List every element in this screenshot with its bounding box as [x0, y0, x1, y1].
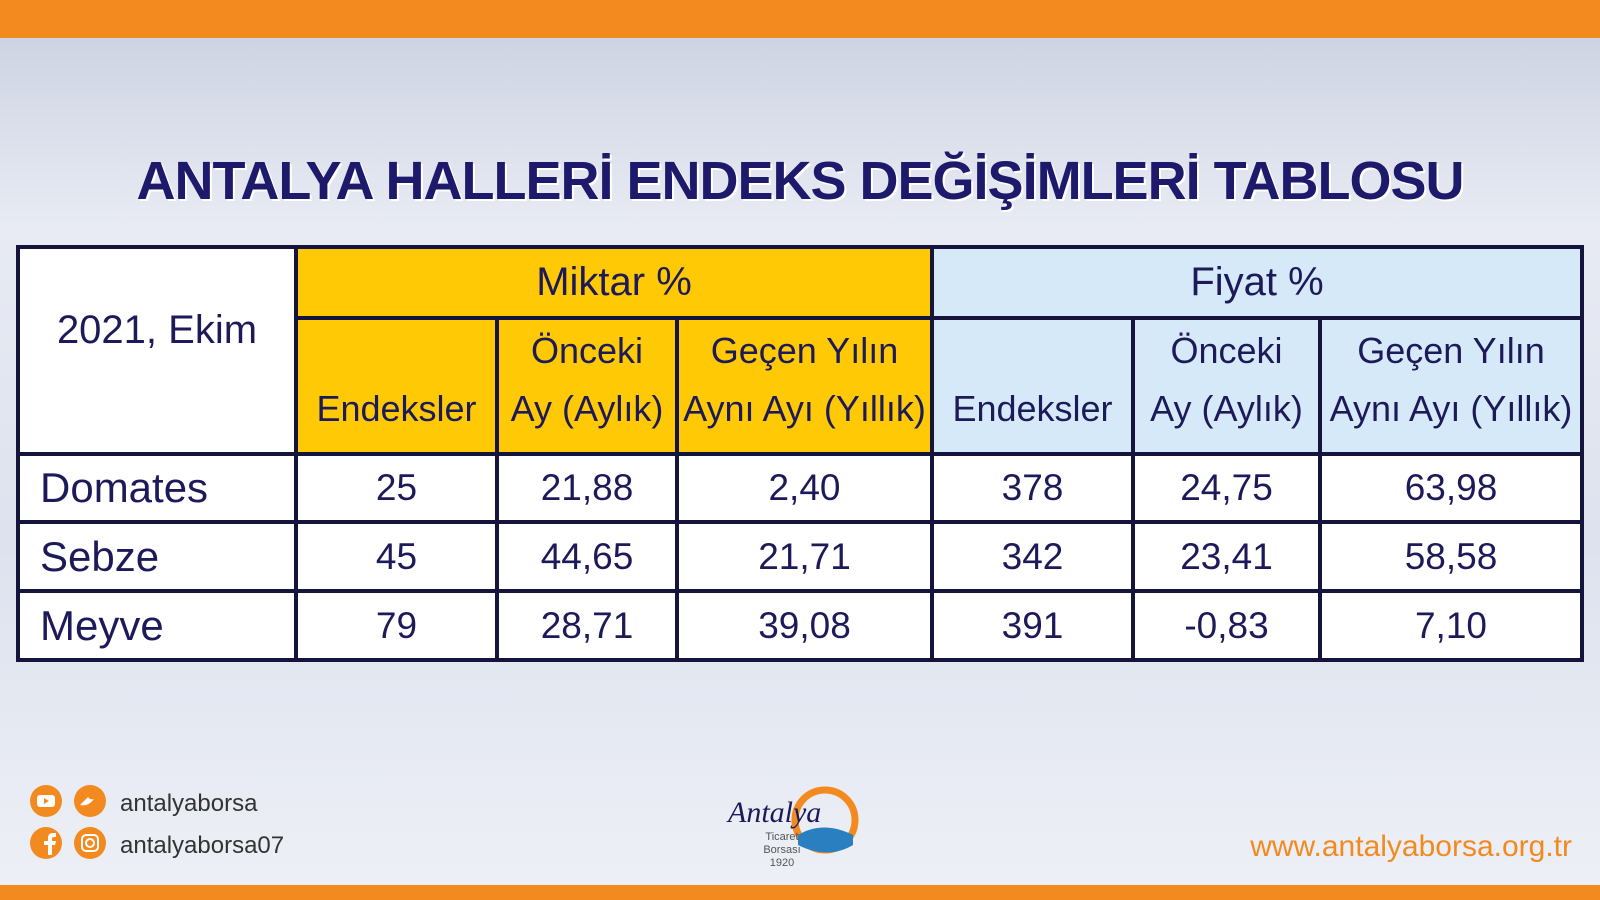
- value-cell: 25: [296, 454, 497, 522]
- logo-text: Ticaret: [765, 831, 798, 843]
- logo-text: Borsası: [763, 844, 800, 856]
- value: 45: [375, 535, 418, 577]
- logo-name: Antalya: [726, 796, 821, 829]
- value: 44,65: [540, 535, 634, 577]
- row-name: Sebze: [40, 532, 160, 580]
- value-cell: 7,10: [1320, 591, 1582, 660]
- value-cell: 63,98: [1320, 454, 1582, 522]
- value-cell: 2,40: [677, 454, 932, 522]
- value-cell: -0,83: [1133, 591, 1320, 660]
- column-header-line: Aynı Ayı (Yıllık): [683, 388, 926, 429]
- logo-text: 1920: [770, 857, 794, 869]
- value: 63,98: [1404, 467, 1498, 508]
- row-label: Sebze: [18, 522, 296, 591]
- value-cell: 28,71: [497, 591, 677, 660]
- value-cell: 391: [932, 591, 1133, 660]
- value: 28,71: [540, 604, 634, 646]
- column-header: Önceki Ay (Aylık): [497, 318, 677, 454]
- value: -0,83: [1184, 604, 1269, 646]
- row-label: Domates: [18, 454, 296, 522]
- column-header-line: Önceki: [530, 330, 644, 371]
- value: 39,08: [758, 604, 851, 646]
- title: ANTALYA HALLERİ ENDEKS DEĞİŞİMLERİ TABLO…: [136, 151, 1464, 211]
- group-title: Miktar %: [536, 260, 692, 304]
- value-cell: 21,88: [497, 454, 677, 522]
- value: 2,40: [768, 467, 841, 508]
- value-cell: 342: [932, 522, 1133, 591]
- value-cell: 79: [296, 591, 497, 660]
- column-header-line: Önceki: [1170, 330, 1283, 371]
- value: 21,71: [758, 535, 851, 577]
- value: 378: [1001, 467, 1064, 508]
- column-header-line: Geçen Yılın: [710, 330, 899, 371]
- value: 24,75: [1180, 467, 1273, 508]
- social-handle: antalyaborsa07: [120, 832, 285, 859]
- column-header: Geçen Yılın Aynı Ayı (Yıllık): [677, 318, 932, 454]
- top-bar: [0, 0, 1600, 38]
- social-handle: antalyaborsa: [120, 790, 258, 817]
- column-header-line: Ay (Aylık): [1150, 388, 1303, 429]
- value: 342: [1001, 535, 1064, 577]
- column-header-line: Endeksler: [952, 388, 1113, 429]
- row-name: Meyve: [40, 601, 164, 649]
- column-header: Endeksler: [296, 318, 497, 454]
- value-cell: 58,58: [1320, 522, 1582, 591]
- group-title: Fiyat %: [1190, 260, 1324, 304]
- value-cell: 21,71: [677, 522, 932, 591]
- row-label: Meyve: [18, 591, 296, 660]
- value: 391: [1001, 604, 1064, 646]
- column-header-line: Geçen Yılın: [1357, 330, 1545, 371]
- row-name: Domates: [40, 464, 209, 511]
- value: 21,88: [540, 467, 634, 508]
- value-cell: 378: [932, 454, 1133, 522]
- corner-label: 2021, Ekim: [56, 308, 258, 352]
- value-cell: 24,75: [1133, 454, 1320, 522]
- value: 79: [375, 604, 418, 646]
- value-cell: 39,08: [677, 591, 932, 660]
- value: 25: [375, 467, 418, 508]
- group-header: Fiyat %: [932, 247, 1582, 318]
- column-header: Endeksler: [932, 318, 1133, 454]
- column-header-line: Aynı Ayı (Yıllık): [1329, 388, 1573, 429]
- value-cell: 44,65: [497, 522, 677, 591]
- logo: Antalya Ticaret Borsası 1920: [726, 786, 859, 869]
- bottom-bar: [0, 885, 1600, 900]
- corner-cell: 2021, Ekim: [18, 247, 296, 454]
- value: 7,10: [1414, 604, 1487, 646]
- value-cell: 23,41: [1133, 522, 1320, 591]
- website: www.antalyaborsa.org.tr: [1250, 830, 1572, 863]
- social-icons: [30, 785, 106, 859]
- value: 23,41: [1180, 535, 1273, 577]
- column-header: Önceki Ay (Aylık): [1133, 318, 1320, 454]
- group-header: Miktar %: [296, 247, 932, 318]
- column-header-line: Ay (Aylık): [510, 388, 664, 429]
- column-header-line: Endeksler: [316, 388, 477, 429]
- value-cell: 45: [296, 522, 497, 591]
- value: 58,58: [1404, 535, 1498, 577]
- column-header: Geçen Yılın Aynı Ayı (Yıllık): [1320, 318, 1582, 454]
